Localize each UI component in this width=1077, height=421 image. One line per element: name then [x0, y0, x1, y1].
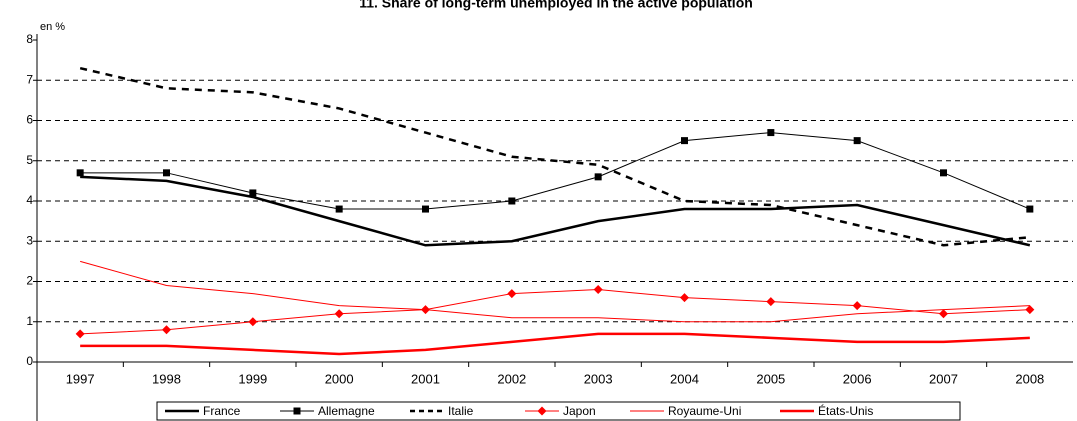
- x-tick-label: 2008: [1015, 371, 1044, 386]
- legend-marker: [537, 406, 547, 416]
- legend-label: Italie: [448, 404, 474, 418]
- series-marker: [507, 289, 517, 299]
- x-tick-label: 1997: [66, 371, 95, 386]
- x-tick-label: 1999: [238, 371, 267, 386]
- series-marker: [334, 309, 344, 319]
- chart-title: 11. Share of long-term unemployed in the…: [359, 0, 753, 11]
- x-tick-label: 2006: [843, 371, 872, 386]
- series-marker: [422, 205, 429, 213]
- series-marker: [162, 325, 171, 335]
- series-line: [79, 66, 1030, 247]
- series-marker: [681, 137, 688, 145]
- series-marker: [680, 293, 689, 303]
- series-line: [80, 289, 1030, 335]
- series-marker: [1025, 305, 1035, 315]
- x-tick-label: 1998: [152, 371, 181, 386]
- series-marker: [852, 301, 862, 311]
- legend-label: France: [203, 404, 241, 418]
- series-marker: [940, 169, 947, 177]
- series-marker: [766, 297, 776, 307]
- x-tick-label: 2002: [497, 371, 526, 386]
- series-marker: [767, 129, 775, 137]
- x-tick-label: 2004: [670, 371, 699, 386]
- series-line: [80, 132, 1031, 210]
- y-tick-label: 7: [26, 72, 33, 86]
- y-axis-label: en %: [40, 21, 65, 33]
- x-tick-label: 2007: [929, 371, 958, 386]
- y-tick-label: 3: [26, 233, 33, 247]
- series-marker: [508, 197, 516, 205]
- y-tick-label: 6: [26, 113, 33, 127]
- series-marker: [76, 169, 84, 177]
- series-marker: [75, 329, 85, 339]
- series-marker: [163, 169, 170, 177]
- series-marker: [939, 309, 948, 319]
- x-tick-label: 2003: [584, 371, 613, 386]
- series-marker: [1026, 205, 1034, 213]
- x-tick-label: 2005: [756, 371, 785, 386]
- y-tick-label: 4: [26, 193, 33, 207]
- series-marker: [593, 285, 603, 295]
- x-tick-label: 2000: [325, 371, 354, 386]
- series-marker: [248, 317, 258, 327]
- y-tick-label: 1: [26, 314, 33, 328]
- legend-label: Japon: [563, 404, 596, 418]
- y-tick-label: 5: [26, 153, 33, 167]
- legend-marker: [293, 407, 301, 415]
- y-tick-label: 8: [26, 32, 33, 46]
- series-line: [80, 260, 1030, 323]
- legend-label: États-Unis: [818, 403, 873, 418]
- y-tick-label: 2: [26, 274, 33, 288]
- legend-label: Royaume-Uni: [668, 404, 741, 418]
- series-marker: [335, 205, 343, 213]
- series-line: [80, 175, 1031, 247]
- legend: France Allemagne Italie Japon Royaume-Uni Éta…: [156, 401, 961, 421]
- legend-label: Allemagne: [318, 404, 375, 418]
- y-tick-label: 0: [26, 354, 33, 368]
- series-marker: [249, 189, 257, 197]
- series-marker: [853, 137, 861, 145]
- series-marker: [594, 173, 602, 181]
- x-tick-label: 2001: [411, 371, 440, 386]
- series-line: [80, 332, 1030, 356]
